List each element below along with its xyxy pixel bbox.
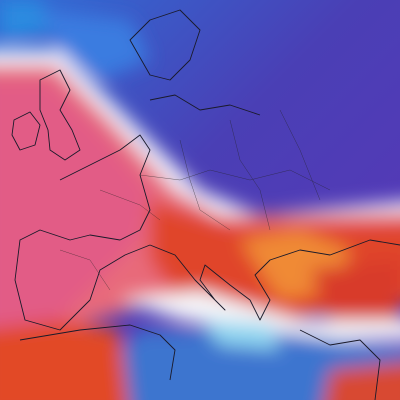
southeast-heat <box>324 362 400 400</box>
borders <box>59 109 331 291</box>
border <box>99 189 161 221</box>
africa-heat <box>0 320 128 400</box>
hot-core-west <box>0 80 150 335</box>
cold-sea-north <box>0 0 60 40</box>
ireland <box>11 111 41 151</box>
north-africa <box>19 324 176 381</box>
border <box>59 249 111 291</box>
coastlines <box>11 9 400 400</box>
great-britain <box>39 69 81 161</box>
border <box>179 139 231 231</box>
border <box>139 169 331 191</box>
western-coast <box>14 134 151 331</box>
border <box>279 109 321 201</box>
scandinavia <box>129 9 201 81</box>
cyan-sea <box>200 320 280 350</box>
border <box>229 119 271 231</box>
southern-coast <box>149 239 400 321</box>
coast-band <box>120 290 400 340</box>
red-patch <box>310 260 400 330</box>
baltic-coast <box>149 94 261 116</box>
levant-coast <box>299 329 381 400</box>
cold-tongue <box>40 10 150 80</box>
